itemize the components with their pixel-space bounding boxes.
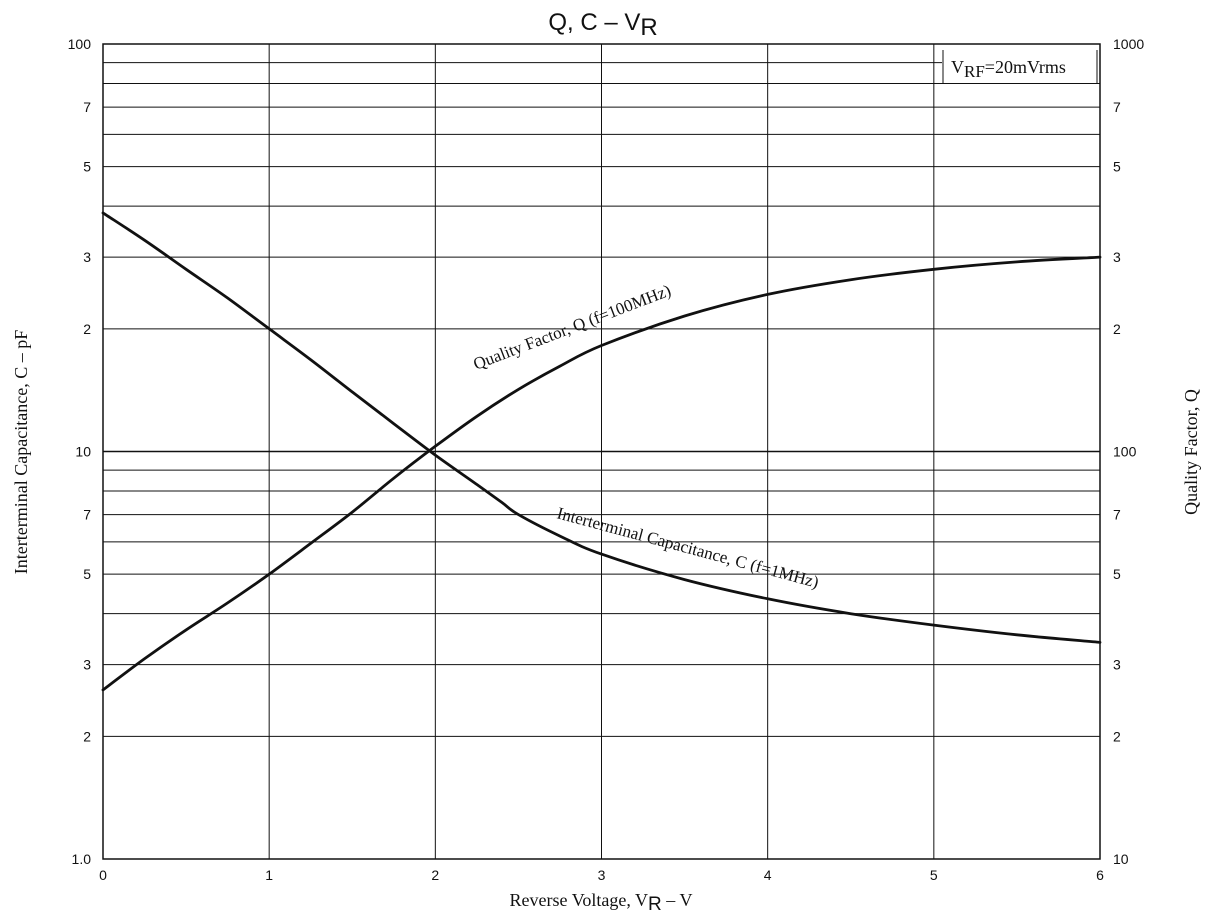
x-tick-label: 2 <box>431 867 439 883</box>
x-axis-label-sub: R <box>648 894 662 915</box>
chart-title-sub: R <box>640 14 657 41</box>
y-right-tick-label: 2 <box>1113 321 1121 337</box>
y-left-tick-label: 7 <box>83 507 91 523</box>
x-axis-tick-labels: 0 1 2 3 4 5 6 <box>99 867 1104 883</box>
x-axis-label-tail: – V <box>662 890 693 910</box>
series-label-c: Interterminal Capacitance, C (f=1MHz) <box>555 504 821 592</box>
x-tick-label: 4 <box>764 867 772 883</box>
y-left-tick-label: 7 <box>83 99 91 115</box>
y-right-tick-label: 5 <box>1113 159 1121 175</box>
capacitance-curve <box>101 211 1102 644</box>
y-left-tick-label: 1.0 <box>72 851 92 867</box>
chart-title-main: Q, C – V <box>548 9 640 36</box>
y-left-axis-label: Interterminal Capacitance, C – pF <box>11 330 31 574</box>
y-left-tick-label: 5 <box>83 159 91 175</box>
y-right-tick-label: 3 <box>1113 249 1121 265</box>
annotation-text: VRF=20mVrms <box>951 57 1066 81</box>
y-left-tick-label: 3 <box>83 249 91 265</box>
y-left-tick-label: 3 <box>83 657 91 673</box>
y-right-tick-label: 100 <box>1113 444 1137 460</box>
quality-factor-curve <box>101 255 1102 692</box>
chart-title: Q, C – VR <box>548 9 657 41</box>
x-tick-label: 0 <box>99 867 107 883</box>
grid <box>102 43 1101 860</box>
x-axis-label-main: Reverse Voltage, V <box>510 890 648 910</box>
y-left-tick-label: 10 <box>75 444 91 460</box>
y-left-tick-label: 100 <box>68 36 92 52</box>
y-right-tick-label: 7 <box>1113 507 1121 523</box>
series-lines <box>101 211 1102 692</box>
x-tick-label: 5 <box>930 867 938 883</box>
y-left-tick-label: 2 <box>83 321 91 337</box>
x-tick-label: 3 <box>598 867 606 883</box>
y-right-tick-label: 1000 <box>1113 36 1144 52</box>
annotation-main: V <box>951 57 964 77</box>
y-right-tick-label: 10 <box>1113 851 1129 867</box>
annotation-tail: =20mVrms <box>985 57 1066 77</box>
y-right-tick-label: 3 <box>1113 657 1121 673</box>
annotation-sub: RF <box>964 62 985 81</box>
y-right-tick-label: 2 <box>1113 728 1121 744</box>
y-right-tick-label: 7 <box>1113 99 1121 115</box>
y-left-tick-label: 5 <box>83 566 91 582</box>
annotation-box: VRF=20mVrms <box>942 50 1100 84</box>
left-axis-tick-labels: 1.0 2 3 5 7 10 2 3 5 7 100 <box>68 36 92 867</box>
right-axis-tick-labels: 10 2 3 5 7 100 2 3 5 7 1000 <box>1113 36 1144 867</box>
x-tick-label: 6 <box>1096 867 1104 883</box>
y-left-tick-label: 2 <box>83 728 91 744</box>
y-right-axis-label: Quality Factor, Q <box>1181 389 1201 515</box>
x-tick-label: 1 <box>265 867 273 883</box>
y-right-tick-label: 5 <box>1113 566 1121 582</box>
x-axis-label: Reverse Voltage, VR – V <box>510 890 693 915</box>
plot-frame <box>102 43 1101 860</box>
